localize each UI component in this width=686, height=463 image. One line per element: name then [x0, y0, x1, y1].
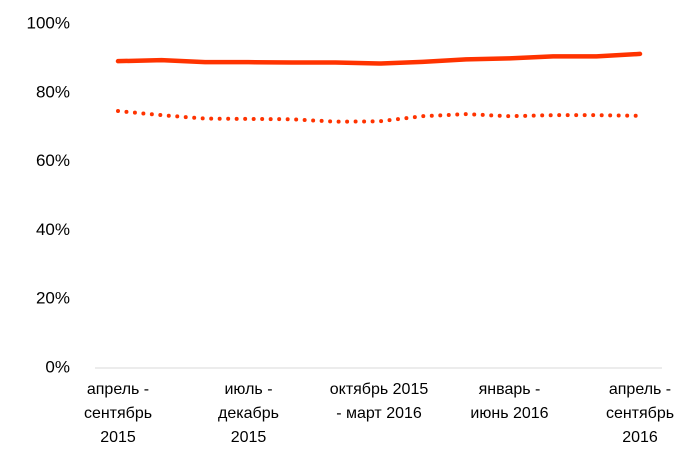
- x-tick-label: июль - декабрь 2015: [218, 381, 279, 446]
- x-tick-label: октябрь 2015 - март 2016: [329, 381, 429, 422]
- x-tick-label: апрель - сентябрь 2016: [605, 381, 675, 446]
- y-tick-label: 60%: [36, 151, 70, 170]
- y-tick-label: 40%: [36, 220, 70, 239]
- y-tick-label: 20%: [36, 289, 70, 308]
- y-tick-label: 80%: [36, 82, 70, 101]
- series-line: [115, 51, 643, 66]
- x-tick-label: январь - июнь 2016: [470, 381, 549, 422]
- y-tick-label: 0%: [45, 357, 70, 376]
- y-tick-label: 100%: [27, 13, 70, 32]
- series-line: [116, 109, 642, 124]
- x-tick-label: апрель - сентябрь 2015: [83, 381, 153, 446]
